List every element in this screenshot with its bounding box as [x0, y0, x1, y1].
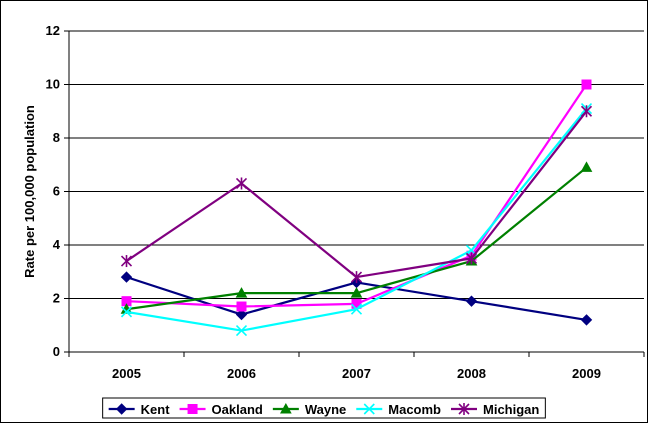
- data-point-macomb-2007: [350, 303, 363, 315]
- legend-item-kent: Kent: [108, 402, 171, 417]
- legend-item-wayne: Wayne: [272, 402, 346, 417]
- marker-stroke: [235, 325, 248, 337]
- legend-marker-wayne: [279, 402, 292, 414]
- legend: Kent Oakland Wayne Macomb Michigan: [102, 397, 546, 419]
- x-tick-label: 2009: [572, 366, 601, 381]
- legend-label-wayne: Wayne: [305, 402, 346, 417]
- y-tick-label: 4: [53, 237, 61, 252]
- x-tick-label: 2006: [227, 366, 256, 381]
- data-point-michigan-2005: [120, 255, 133, 268]
- legend-label-macomb: Macomb: [388, 402, 441, 417]
- data-point-macomb-2006: [235, 325, 248, 337]
- legend-marker-kent: [115, 403, 128, 415]
- x-tick-label: 2007: [342, 366, 371, 381]
- gridlines: [69, 30, 644, 299]
- legend-item-michigan: Michigan: [451, 402, 539, 417]
- data-point-oakland-2009: [581, 79, 592, 90]
- marker-stroke: [120, 306, 133, 318]
- legend-label-oakland: Oakland: [212, 402, 263, 417]
- legend-label-kent: Kent: [141, 402, 171, 417]
- data-point-michigan-2009: [580, 105, 593, 118]
- marker-stroke: [350, 303, 363, 315]
- data-point-oakland-2006: [236, 301, 247, 312]
- y-tick-label: 0: [53, 344, 60, 359]
- data-point-macomb-2005: [120, 306, 133, 318]
- marker-stroke: [363, 403, 375, 415]
- y-tick-label: 12: [46, 23, 60, 38]
- data-point-michigan-2008: [465, 252, 478, 265]
- data-point-wayne-2009: [580, 161, 593, 172]
- data-point-wayne-2006: [235, 287, 248, 298]
- data-point-michigan-2007: [350, 271, 363, 284]
- series-michigan: [120, 105, 593, 284]
- data-point-wayne-2007: [350, 287, 363, 298]
- marker-stroke: [465, 244, 478, 256]
- legend-marker-macomb: [363, 403, 375, 415]
- legend-item-oakland: Oakland: [179, 402, 263, 417]
- axes: 0 2 4 6 8 10 12 2005 2006 2007 2008 2009: [46, 23, 645, 381]
- data-point-michigan-2006: [235, 177, 248, 190]
- legend-marker-michigan: [458, 403, 470, 415]
- x-tick-label: 2008: [457, 366, 486, 381]
- data-point-kent-2006: [235, 308, 248, 321]
- data-point-kent-2008: [465, 295, 478, 307]
- data-point-kent-2005: [120, 271, 133, 283]
- legend-label-michigan: Michigan: [483, 402, 539, 417]
- y-axis-title: Rate per 100,000 population: [22, 105, 37, 278]
- data-point-kent-2009: [580, 314, 593, 326]
- series-wayne: [120, 161, 593, 314]
- y-tick-label: 6: [53, 184, 60, 199]
- x-tick-label: 2005: [112, 366, 141, 381]
- y-tick-label: 2: [53, 291, 60, 306]
- legend-item-macomb: Macomb: [356, 402, 441, 417]
- series: [120, 79, 593, 337]
- legend-box: [102, 397, 546, 419]
- legend-marker-oakland: [187, 404, 198, 414]
- y-tick-label: 10: [46, 77, 60, 92]
- y-tick-label: 8: [53, 130, 60, 145]
